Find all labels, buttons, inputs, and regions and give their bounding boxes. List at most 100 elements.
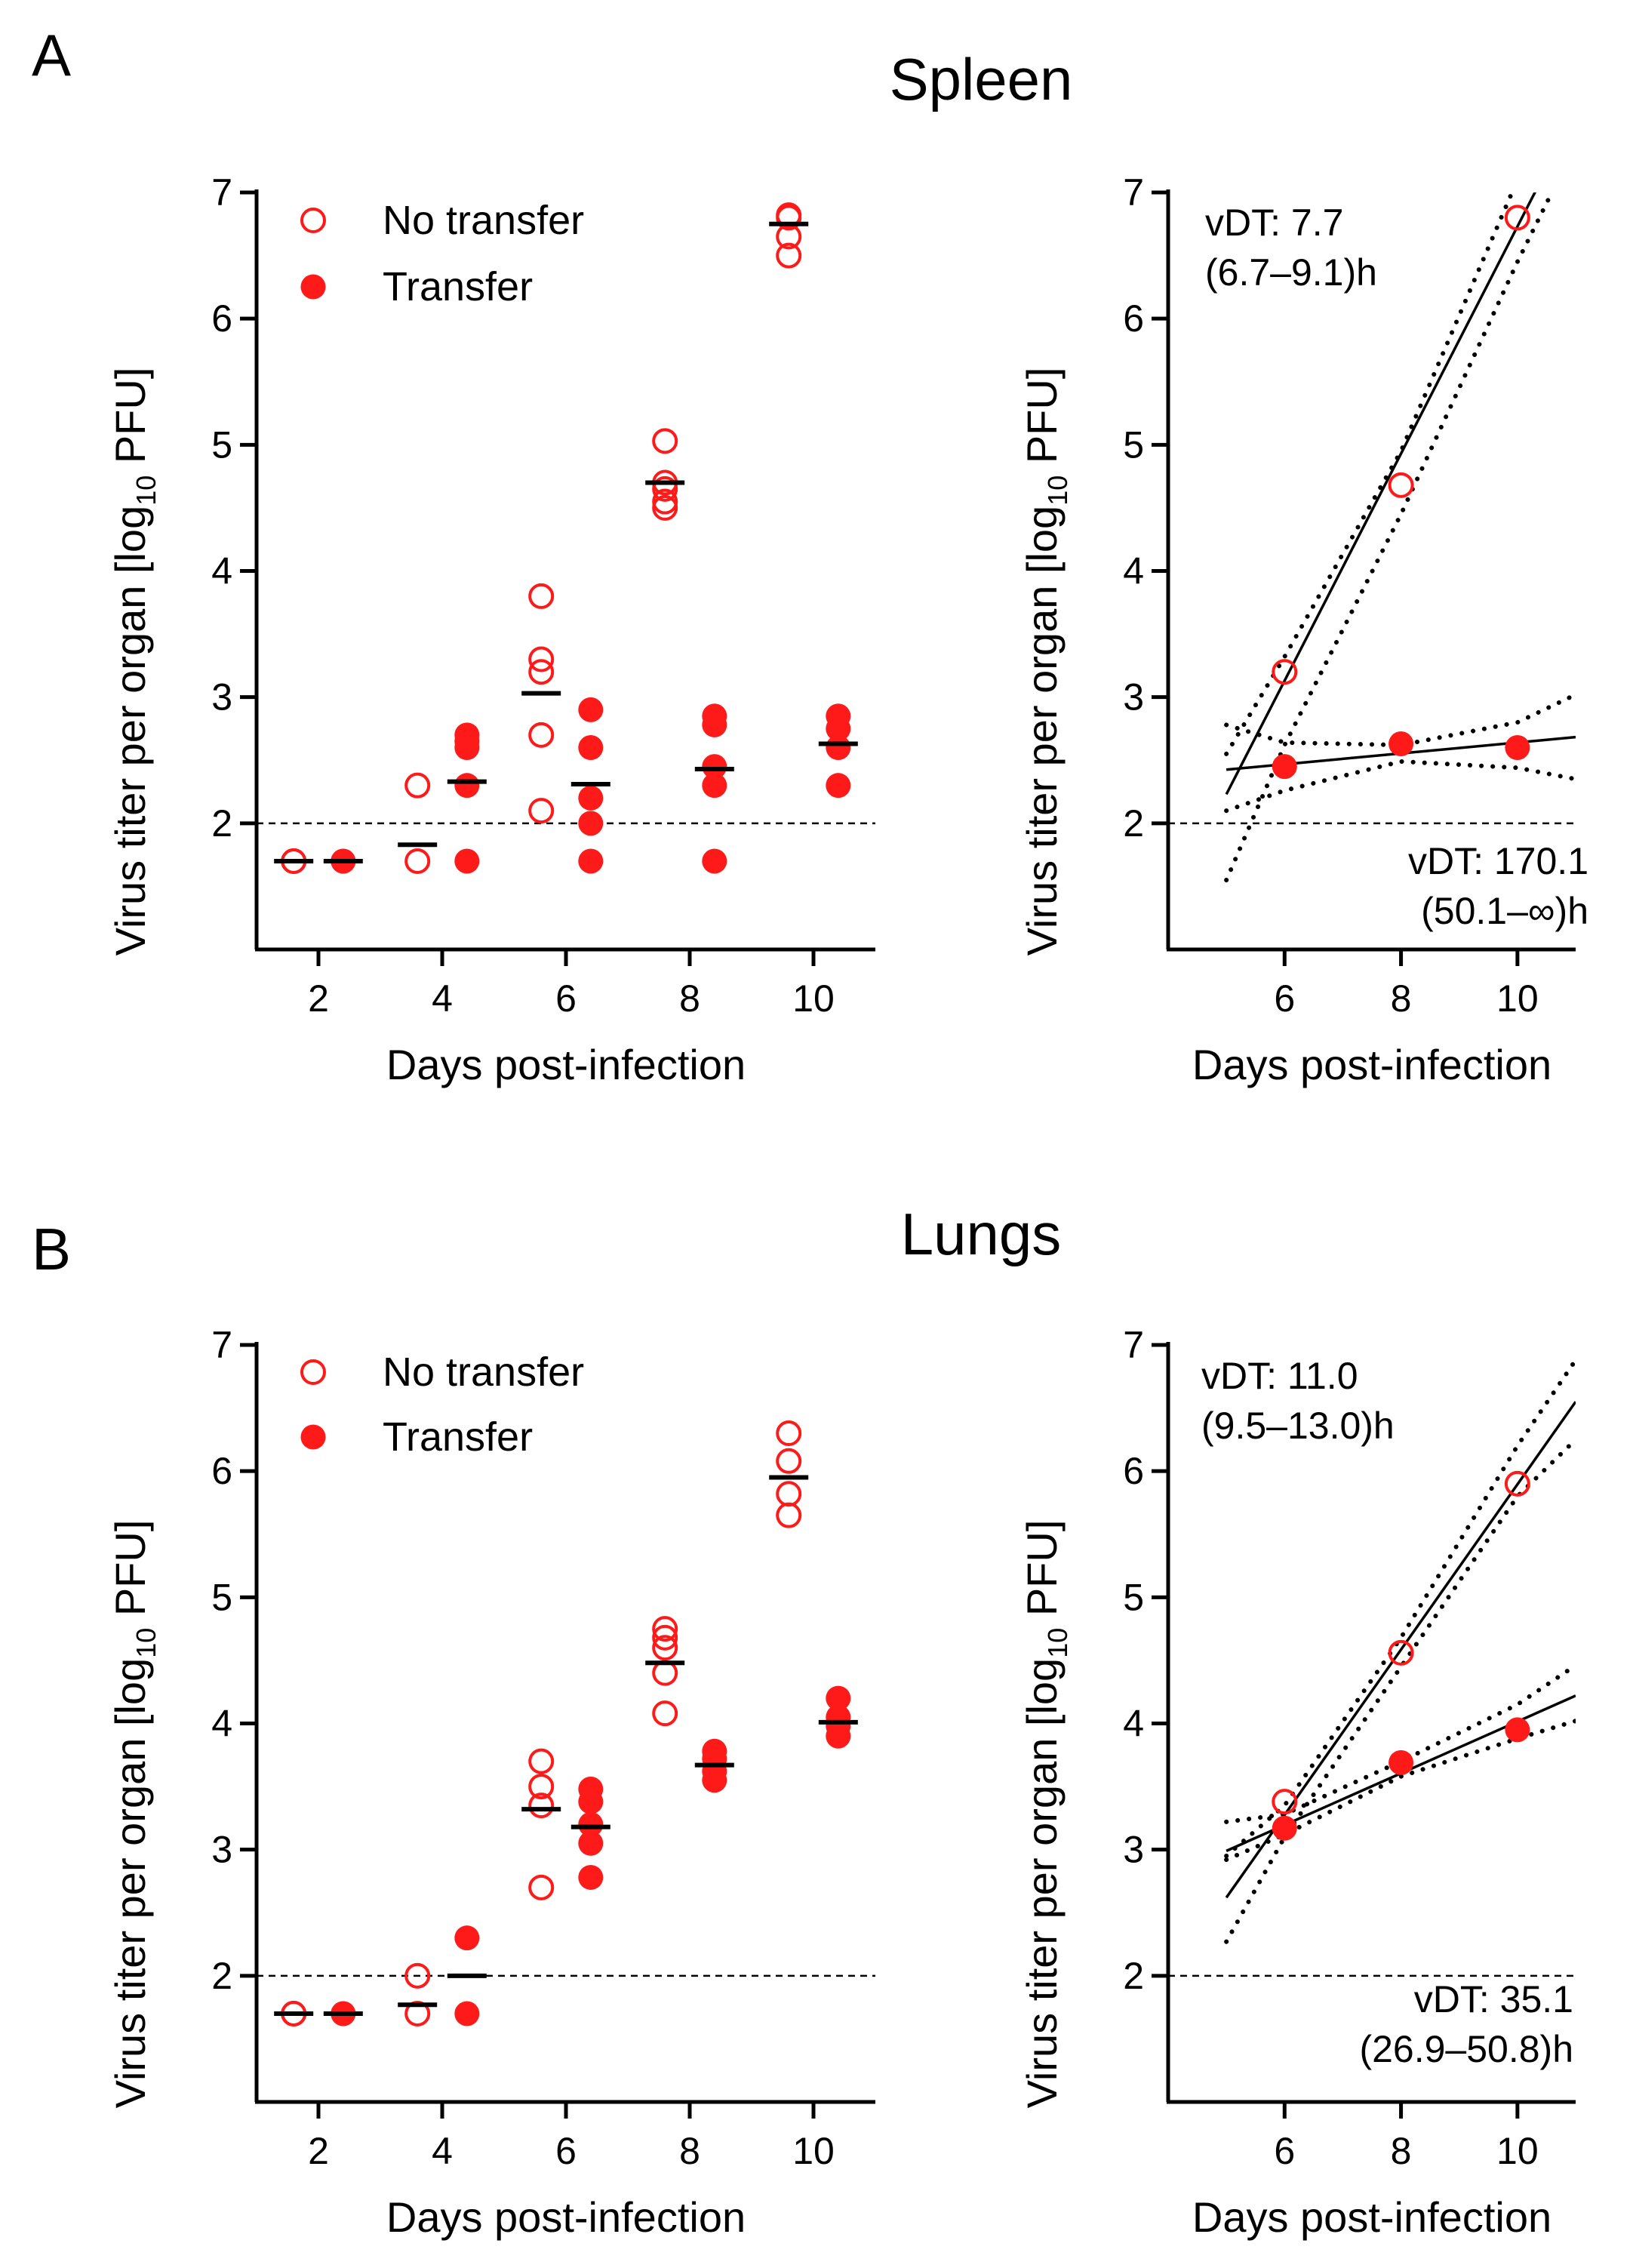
b-left-y-tick-label: 3 bbox=[211, 1829, 232, 1871]
b-left-x-axis-label: Days post-infection bbox=[386, 2193, 746, 2241]
b-right-y-tick-label: 4 bbox=[1123, 1703, 1144, 1745]
b-left-point-no-transfer bbox=[652, 1616, 678, 1642]
a-right-vdt-annotation: (50.1–∞)h bbox=[1421, 890, 1588, 932]
b-left-point-no-transfer bbox=[404, 1962, 431, 1989]
b-left-point-no-transfer bbox=[528, 1748, 555, 1774]
b-right-ci-lower-no-transfer bbox=[1224, 1437, 1576, 1944]
a-left-point-no-transfer bbox=[404, 772, 431, 799]
a-left-point-transfer bbox=[702, 773, 727, 799]
a-left-y-tick-label: 7 bbox=[211, 171, 232, 214]
a-left-x-tick-label: 10 bbox=[792, 977, 835, 1020]
chart-spleen-growth-fit: 2 3 4 5 6 7 6 8 10 Days post-infection Virus titer… bbox=[1018, 171, 1588, 1088]
b-right-x-tick-label: 6 bbox=[1274, 2130, 1295, 2172]
a-left-point-transfer bbox=[826, 703, 851, 729]
a-left-point-transfer bbox=[578, 697, 604, 722]
a-right-vdt-annotation: (6.7–9.1)h bbox=[1205, 251, 1377, 294]
a-right-y-tick-label: 2 bbox=[1123, 802, 1144, 845]
b-left-point-transfer bbox=[578, 1830, 604, 1856]
b-left-point-transfer bbox=[578, 1811, 604, 1837]
a-left-point-no-transfer bbox=[528, 646, 555, 672]
b-left-point-no-transfer bbox=[776, 1481, 802, 1507]
b-left-y-tick-label: 4 bbox=[211, 1703, 232, 1745]
a-right-vdt-annotation: vDT: 170.1 bbox=[1408, 840, 1588, 882]
b-right-vdt-annotation: vDT: 35.1 bbox=[1414, 1978, 1573, 2020]
a-right-x-tick-label: 6 bbox=[1274, 977, 1295, 1020]
a-left-point-no-transfer bbox=[652, 494, 678, 521]
a-right-y-tick-label: 7 bbox=[1123, 171, 1144, 214]
b-left-x-tick-label: 4 bbox=[432, 2130, 453, 2172]
a-left-x-tick-label: 4 bbox=[432, 977, 453, 1020]
a-left-point-no-transfer bbox=[528, 798, 555, 824]
b-right-x-axis-label: Days post-infection bbox=[1192, 2193, 1552, 2241]
a-left-point-transfer bbox=[454, 848, 480, 874]
a-left-point-transfer bbox=[826, 773, 851, 799]
a-right-y-tick-label: 5 bbox=[1123, 423, 1144, 466]
a-left-point-no-transfer bbox=[652, 428, 678, 454]
b-right-point-transfer bbox=[1389, 1749, 1414, 1775]
a-left-legend-label: No transfer bbox=[383, 198, 584, 243]
a-left-point-transfer bbox=[578, 811, 604, 836]
b-left-y-tick-label: 6 bbox=[211, 1450, 232, 1492]
b-left-legend-marker-transfer bbox=[300, 1424, 326, 1450]
b-right-point-transfer bbox=[1272, 1815, 1297, 1841]
a-left-point-no-transfer bbox=[776, 202, 802, 229]
a-left-x-axis-label: Days post-infection bbox=[386, 1041, 746, 1088]
a-right-x-axis-label: Days post-infection bbox=[1192, 1041, 1552, 1088]
b-right-y-tick-label: 5 bbox=[1123, 1576, 1144, 1618]
a-left-y-tick-label: 2 bbox=[211, 802, 232, 845]
b-left-point-no-transfer bbox=[528, 1793, 555, 1819]
a-right-x-tick-label: 10 bbox=[1496, 977, 1539, 1020]
a-left-point-no-transfer bbox=[528, 722, 555, 748]
a-left-point-transfer bbox=[454, 773, 480, 799]
a-left-x-tick-label: 2 bbox=[308, 977, 329, 1020]
b-left-y-axis-label: Virus titer per organ [log10 PFU] bbox=[106, 1520, 161, 2109]
b-left-point-transfer bbox=[826, 1685, 851, 1711]
a-right-x-tick-label: 8 bbox=[1391, 977, 1412, 1020]
a-left-point-no-transfer bbox=[652, 475, 678, 502]
a-right-y-axis-label: Virus titer per organ [log10 PFU] bbox=[1018, 368, 1073, 956]
b-left-legend-label: Transfer bbox=[383, 1414, 533, 1460]
panel-a-title: Spleen bbox=[890, 46, 1073, 112]
a-right-y-tick-label: 3 bbox=[1123, 676, 1144, 719]
b-right-y-tick-label: 7 bbox=[1123, 1324, 1144, 1366]
b-left-point-transfer bbox=[702, 1738, 727, 1764]
a-left-legend-marker-no-transfer bbox=[300, 208, 326, 233]
a-left-x-tick-label: 8 bbox=[679, 977, 700, 1020]
chart-lungs-growth-fit: 2 3 4 5 6 7 6 8 10 Days post-infection Virus titer… bbox=[1018, 1324, 1576, 2241]
a-right-point-transfer bbox=[1505, 735, 1530, 761]
b-right-vdt-annotation: (26.9–50.8)h bbox=[1359, 2028, 1573, 2070]
a-left-y-tick-label: 6 bbox=[211, 297, 232, 340]
chart-spleen-titers: 2 3 4 5 6 7 2 4 6 8 10 Days post-infection Virus tit… bbox=[106, 171, 875, 1088]
b-left-y-tick-label: 2 bbox=[211, 1955, 232, 1997]
a-right-ci-upper-transfer bbox=[1224, 692, 1576, 748]
a-right-ci-lower-transfer bbox=[1224, 759, 1576, 814]
a-left-point-no-transfer bbox=[404, 848, 431, 874]
b-left-y-tick-label: 5 bbox=[211, 1576, 232, 1618]
a-left-point-transfer bbox=[702, 754, 727, 780]
a-left-point-transfer bbox=[578, 848, 604, 874]
b-right-point-no-transfer bbox=[1272, 1789, 1298, 1815]
b-left-point-no-transfer bbox=[528, 1874, 555, 1900]
b-left-x-tick-label: 10 bbox=[792, 2130, 835, 2172]
chart-lungs-titers: 2 3 4 5 6 7 2 4 6 8 10 Days post-infection Virus tit… bbox=[106, 1324, 875, 2241]
b-left-point-no-transfer bbox=[776, 1448, 802, 1474]
b-left-point-no-transfer bbox=[528, 1774, 555, 1800]
b-left-x-tick-label: 6 bbox=[555, 2130, 577, 2172]
a-right-point-no-transfer bbox=[1504, 205, 1530, 231]
a-left-point-transfer bbox=[826, 735, 851, 761]
b-right-point-no-transfer bbox=[1504, 1470, 1530, 1497]
b-left-legend-marker-no-transfer bbox=[300, 1359, 326, 1385]
b-right-y-tick-label: 3 bbox=[1123, 1829, 1144, 1871]
b-left-point-no-transfer bbox=[652, 1700, 678, 1727]
a-left-point-no-transfer bbox=[528, 659, 555, 685]
b-right-y-tick-label: 2 bbox=[1123, 1955, 1144, 1997]
a-left-y-tick-label: 5 bbox=[211, 423, 232, 466]
b-left-legend-label: No transfer bbox=[383, 1349, 584, 1395]
a-left-point-no-transfer bbox=[652, 488, 678, 515]
a-right-ci-lower-no-transfer bbox=[1224, 192, 1555, 883]
a-right-fit-line-no-transfer bbox=[1225, 192, 1536, 795]
b-right-point-transfer bbox=[1505, 1717, 1530, 1743]
b-left-point-no-transfer bbox=[776, 1420, 802, 1447]
a-left-point-transfer bbox=[454, 722, 480, 748]
